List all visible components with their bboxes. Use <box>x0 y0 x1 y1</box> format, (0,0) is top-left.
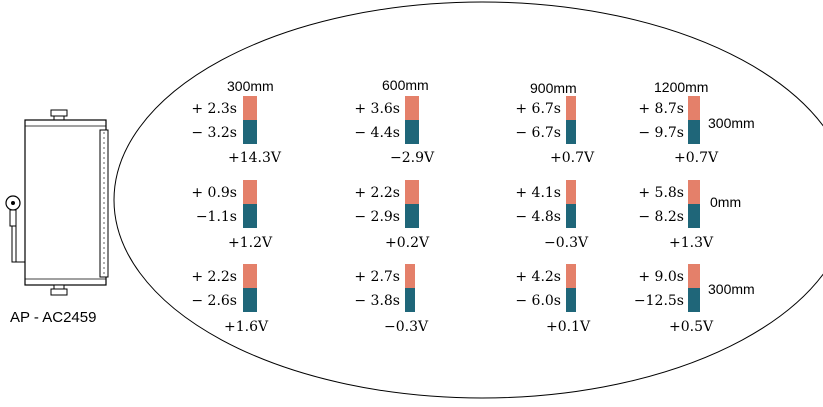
minus-value: − 2.9s <box>354 209 400 225</box>
negative-bar <box>566 204 576 228</box>
negative-bar <box>405 288 415 312</box>
minus-value: − 8.2s <box>638 209 684 225</box>
positive-bar <box>243 264 257 288</box>
voltage-value: −0.3V <box>384 319 429 335</box>
plus-value: + 2.2s <box>354 185 400 201</box>
plus-value: + 2.3s <box>191 101 237 117</box>
positive-bar <box>688 264 700 288</box>
plus-value: + 2.7s <box>354 269 400 285</box>
minus-value: −1.1s <box>196 209 237 225</box>
voltage-value: +0.1V <box>546 319 591 335</box>
voltage-value: +0.2V <box>385 235 430 251</box>
voltage-value: +0.5V <box>669 319 714 335</box>
plus-value: + 8.7s <box>638 101 684 117</box>
minus-value: − 9.7s <box>638 125 684 141</box>
cell-r2-c1: + 2.7s − 3.8s −0.3V <box>354 264 429 335</box>
minus-value: − 3.8s <box>354 293 400 309</box>
device-label: AP - AC2459 <box>10 309 96 326</box>
row-label-0mm: 0mm <box>710 194 741 210</box>
negative-bar <box>243 204 257 228</box>
plus-value: + 0.9s <box>191 185 237 201</box>
column-header-1200mm: 1200mm <box>654 79 708 95</box>
voltage-value: −2.9V <box>390 150 435 166</box>
negative-bar <box>405 120 419 144</box>
voltage-value: +14.3V <box>228 150 282 166</box>
plus-value: + 3.6s <box>354 101 400 117</box>
negative-bar <box>566 288 576 312</box>
negative-bar <box>688 204 700 228</box>
positive-bar <box>405 96 419 120</box>
measurement-area-ellipse <box>113 1 823 399</box>
voltage-value: +1.2V <box>228 235 273 251</box>
cell-r0-c1: + 3.6s − 4.4s −2.9V <box>354 96 435 166</box>
minus-value: − 6.0s <box>515 293 561 309</box>
positive-bar <box>566 264 576 288</box>
positive-bar <box>566 180 576 204</box>
voltage-value: −0.3V <box>544 235 589 251</box>
bottom-screw <box>50 288 68 296</box>
column-header-900mm: 900mm <box>530 80 577 96</box>
minus-value: − 4.4s <box>354 125 400 141</box>
row-label-300mm-bottom: 300mm <box>708 281 755 297</box>
bottom-screw-cap <box>53 284 65 290</box>
positive-bar <box>405 264 415 288</box>
voltage-value: +1.6V <box>224 319 269 335</box>
voltage-value: +1.3V <box>669 235 714 251</box>
negative-bar <box>688 288 700 312</box>
positive-bar <box>566 96 576 120</box>
cell-r1-c3: + 5.8s − 8.2s +1.3V <box>638 180 714 251</box>
negative-bar <box>688 120 700 144</box>
cell-r2-c2: + 4.2s − 6.0s +0.1V <box>515 264 591 335</box>
plus-value: + 4.2s <box>515 269 561 285</box>
minus-value: − 6.7s <box>515 125 561 141</box>
positive-bar <box>405 180 419 204</box>
negative-bar <box>405 204 419 228</box>
positive-bar <box>243 180 257 204</box>
cell-r1-c1: + 2.2s − 2.9s +0.2V <box>354 180 430 251</box>
column-header-600mm: 600mm <box>382 77 429 93</box>
cell-r1-c2: + 4.1s − 4.8s −0.3V <box>515 180 589 251</box>
positive-bar <box>688 180 700 204</box>
cell-r2-c3: + 9.0s −12.5s +0.5V <box>634 264 714 335</box>
voltage-value: +0.7V <box>674 150 719 166</box>
negative-bar <box>243 120 257 144</box>
plus-value: + 6.7s <box>515 101 561 117</box>
cell-r0-c2: + 6.7s − 6.7s +0.7V <box>515 96 595 166</box>
negative-bar <box>243 288 257 312</box>
positive-bar <box>243 96 257 120</box>
column-header-300mm: 300mm <box>227 78 274 94</box>
cell-r1-c0: + 0.9s −1.1s +1.2V <box>191 180 273 251</box>
plus-value: + 9.0s <box>638 269 684 285</box>
row-label-300mm-top: 300mm <box>708 115 755 131</box>
cell-r0-c0: + 2.3s − 3.2s +14.3V <box>191 96 282 166</box>
minus-value: − 3.2s <box>191 125 237 141</box>
plus-value: + 2.2s <box>191 269 237 285</box>
positive-bar <box>688 96 700 120</box>
voltage-value: +0.7V <box>550 150 595 166</box>
device-body <box>24 119 107 286</box>
cell-r0-c3: + 8.7s − 9.7s +0.7V <box>638 96 719 166</box>
device-illustration <box>5 109 109 296</box>
negative-bar <box>566 120 576 144</box>
cell-r2-c0: + 2.2s − 2.6s +1.6V <box>191 264 269 335</box>
top-screw <box>50 109 68 117</box>
plus-value: + 4.1s <box>515 185 561 201</box>
minus-value: − 4.8s <box>515 209 561 225</box>
minus-value: − 2.6s <box>191 293 237 309</box>
plus-value: + 5.8s <box>638 185 684 201</box>
minus-value: −12.5s <box>634 293 684 309</box>
